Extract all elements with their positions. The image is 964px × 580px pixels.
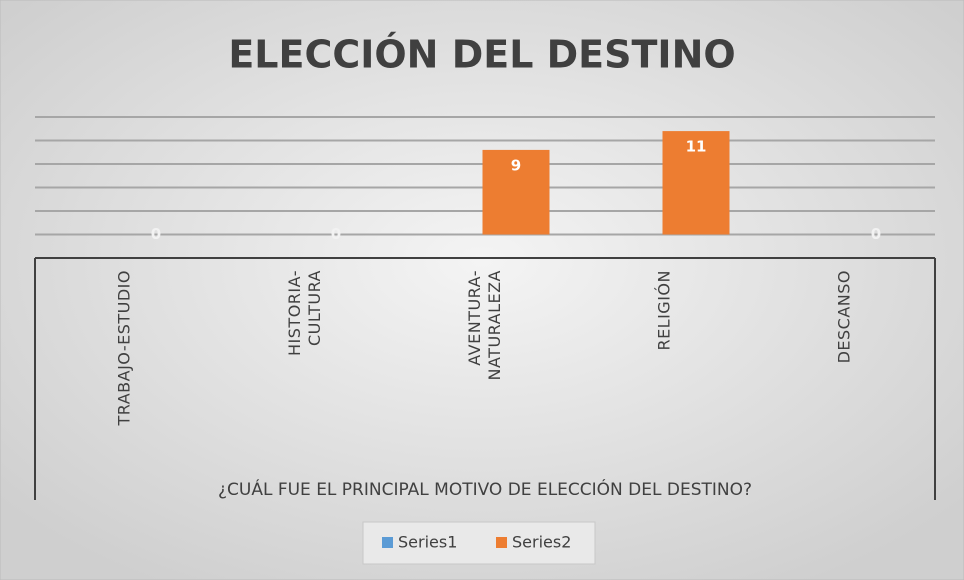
x-axis-title: ¿CUÁL FUE EL PRINCIPAL MOTIVO DE ELECCIÓ… (218, 478, 752, 500)
data-label: 0 (871, 225, 881, 243)
bar (662, 131, 730, 235)
data-label: 0 (331, 225, 341, 243)
x-tick-label: HISTORIA-CULTURA (285, 270, 324, 356)
data-label: 11 (686, 138, 707, 156)
legend-label: Series1 (398, 533, 457, 552)
x-tick-label: AVENTURA-NATURALEZA (465, 270, 504, 381)
x-tick-label: RELIGIÓN (655, 270, 674, 351)
legend-swatch (496, 537, 507, 548)
legend-box (362, 521, 596, 565)
bar (482, 149, 550, 235)
data-label: 9 (511, 156, 521, 174)
legend-label: Series2 (512, 533, 571, 552)
data-label: 0 (151, 225, 161, 243)
legend-swatch (382, 537, 393, 548)
x-tick-label: DESCANSO (835, 270, 854, 363)
chart-title: ELECCIÓN DEL DESTINO (228, 33, 735, 77)
x-tick-label: TRABAJO-ESTUDIO (115, 270, 134, 427)
